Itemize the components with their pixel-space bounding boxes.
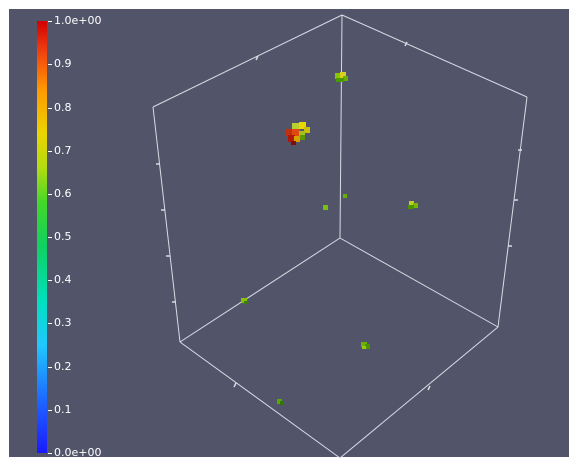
voxel-point	[343, 194, 347, 198]
voxel-point	[323, 205, 328, 210]
colorbar-tick	[48, 237, 52, 238]
colorbar-label: 0.7	[54, 144, 72, 157]
colorbar-tick	[48, 280, 52, 281]
bounding-box-edges	[152, 14, 528, 459]
axis-ticks	[156, 41, 522, 391]
colorbar-tick	[48, 367, 52, 368]
colorbar-tick	[48, 151, 52, 152]
colorbar-tick	[48, 108, 52, 109]
voxel-cluster	[408, 201, 418, 209]
colorbar-label-min: 0.0e+00	[54, 446, 102, 459]
colorbar-label: 0.1	[54, 403, 72, 416]
colorbar-label: 0.5	[54, 230, 72, 243]
colorbar-label: 0.3	[54, 316, 72, 329]
colorbar-tick	[48, 64, 52, 65]
colorbar-tick	[48, 194, 52, 195]
voxel-cluster-high	[285, 122, 310, 145]
colorbar-tick	[48, 453, 52, 454]
colorbar-label: 0.6	[54, 187, 72, 200]
voxel-cluster	[277, 399, 284, 405]
voxel-cluster	[241, 298, 248, 304]
color-legend-bar	[37, 21, 47, 453]
colorbar-label: 0.2	[54, 360, 72, 373]
colorbar-label: 0.4	[54, 273, 72, 286]
colorbar-tick	[48, 323, 52, 324]
3d-viewport[interactable]	[9, 9, 569, 457]
voxel-cluster	[335, 72, 348, 82]
colorbar-tick	[48, 410, 52, 411]
colorbar-label: 0.8	[54, 101, 72, 114]
voxel-cluster	[361, 342, 370, 349]
colorbar-tick	[48, 21, 52, 22]
colorbar-label-max: 1.0e+00	[54, 14, 102, 27]
colorbar-label: 0.9	[54, 57, 72, 70]
